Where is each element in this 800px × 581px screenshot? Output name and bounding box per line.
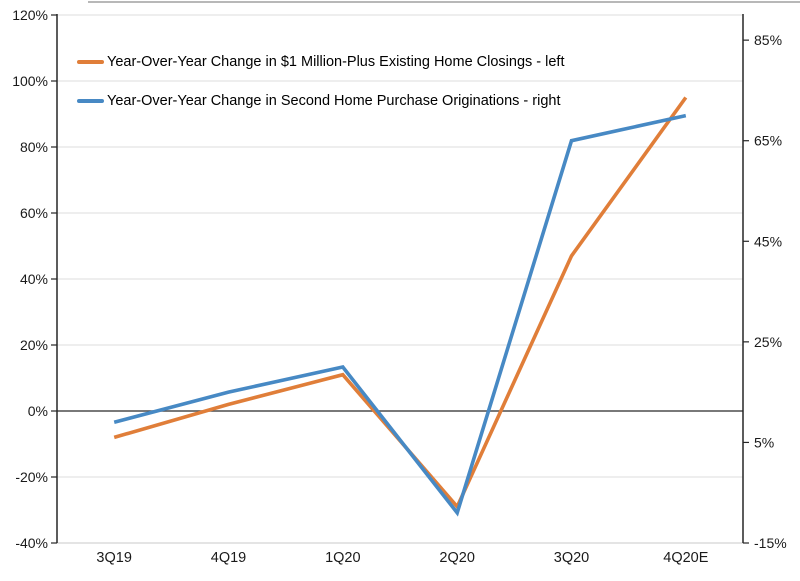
- x-axis-category-label: 3Q19: [96, 550, 131, 566]
- x-axis-category-label: 4Q19: [211, 550, 246, 566]
- series-line-million-plus-closings: [113, 96, 688, 510]
- left-axis-tick-label: 60%: [20, 205, 48, 221]
- left-axis-tick-label: 120%: [12, 7, 48, 23]
- left-axis-tick-label: 20%: [20, 337, 48, 353]
- x-axis-category-label: 1Q20: [325, 550, 360, 566]
- series-line-second-home-originations: [113, 113, 687, 517]
- x-axis-category-label: 2Q20: [439, 550, 474, 566]
- right-axis-tick-label: 85%: [754, 32, 782, 48]
- x-axis-category-label: 3Q20: [554, 550, 589, 566]
- right-axis-tick-label: -15%: [754, 535, 787, 551]
- right-axis-tick-label: 65%: [754, 133, 782, 149]
- left-axis-tick-label: 0%: [28, 403, 48, 419]
- left-axis-tick-label: -40%: [15, 535, 48, 551]
- left-axis-tick-label: 40%: [20, 271, 48, 287]
- left-axis-tick-label: 80%: [20, 139, 48, 155]
- left-axis-tick-label: 100%: [12, 73, 48, 89]
- right-axis-tick-label: 25%: [754, 334, 782, 350]
- left-axis-tick-label: -20%: [15, 469, 48, 485]
- right-axis-tick-label: 45%: [754, 233, 782, 249]
- x-axis-category-label: 4Q20E: [663, 550, 708, 566]
- right-axis-tick-label: 5%: [754, 434, 774, 450]
